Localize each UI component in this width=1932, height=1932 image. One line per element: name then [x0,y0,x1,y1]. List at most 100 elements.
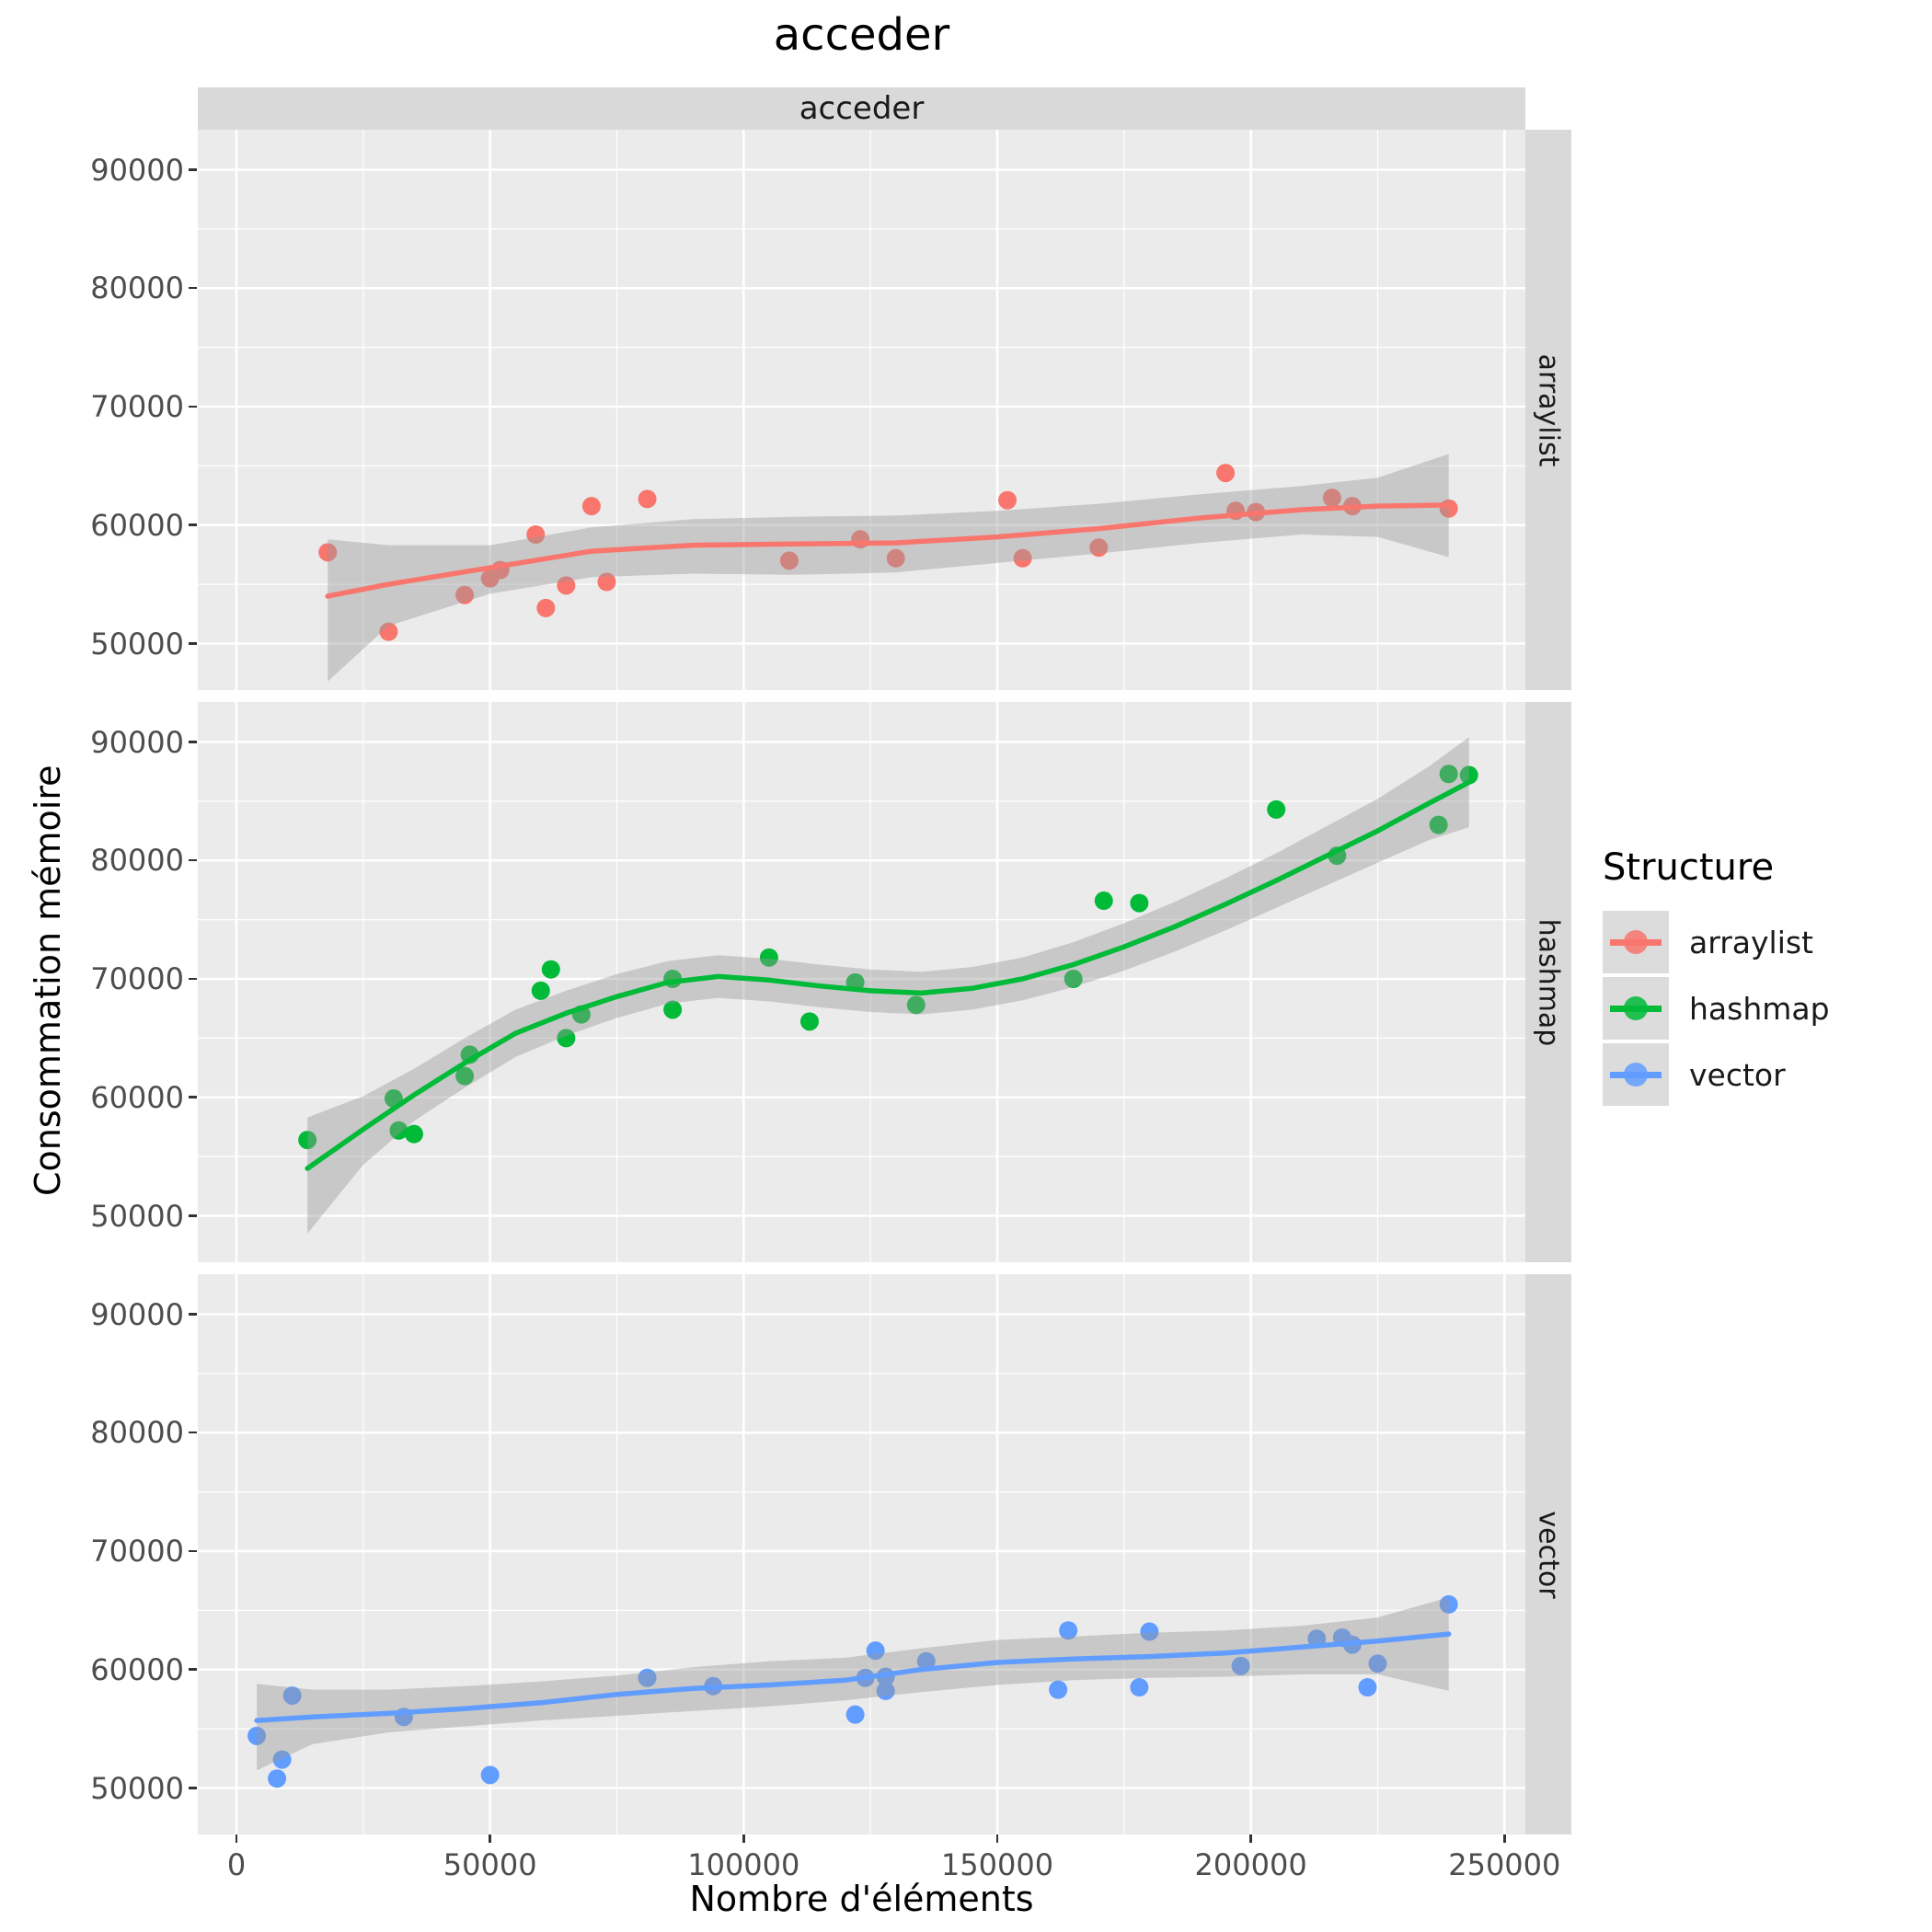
data-point-hashmap [298,1131,317,1150]
data-point-arraylist [557,576,576,595]
smooth-line-arraylist [325,502,1452,599]
data-point-hashmap [557,1029,576,1048]
y-tick-mark [189,858,197,862]
data-point-hashmap [663,1000,683,1019]
legend-line-vector-icon [1610,1071,1662,1078]
panel-vector [198,1274,1525,1834]
data-point-vector [845,1705,865,1724]
panel-hashmap [198,702,1525,1262]
data-point-hashmap [759,948,778,967]
y-tick-label: 50000 [90,1198,184,1234]
data-point-arraylist [536,598,556,617]
data-point-vector [1439,1594,1458,1614]
x-tick-label: 150000 [940,1847,1054,1882]
data-point-arraylist [1089,538,1109,558]
y-tick-mark [189,286,197,290]
y-tick-label: 60000 [90,507,184,543]
data-point-arraylist [779,551,799,570]
y-tick-mark [189,523,197,526]
data-point-vector [638,1668,657,1687]
panel-plot-arraylist [198,130,1525,690]
y-tick-label: 60000 [90,1079,184,1115]
data-point-arraylist [1013,548,1032,568]
data-point-vector [1130,1678,1149,1697]
x-tick-label: 250000 [1448,1847,1561,1882]
facet-strip-hashmap: hashmap [1525,702,1571,1262]
data-point-arraylist [526,525,546,545]
data-point-arraylist [318,543,338,562]
smooth-line-vector [254,1631,1452,1723]
y-tick-label: 90000 [90,152,184,188]
data-point-vector [272,1750,292,1769]
legend-title: Structure [1603,846,1775,889]
y-tick-label: 80000 [90,1415,184,1451]
data-point-vector [1358,1678,1377,1697]
facet-strip-vector-label: vector [1532,1510,1565,1599]
y-tick-label: 50000 [90,626,184,661]
legend-entry-arraylist: arraylist [1601,911,1914,973]
data-point-vector [268,1769,287,1788]
data-point-hashmap [541,960,560,979]
y-tick-label: 80000 [90,843,184,879]
confidence-band-hashmap [307,737,1469,1234]
x-tick-mark [1249,1834,1252,1843]
plot-title: acceder [773,9,950,61]
data-point-hashmap [1130,893,1149,913]
data-point-arraylist [581,497,601,516]
x-tick-label: 50000 [443,1847,537,1882]
legend-key-hashmap-icon [1603,977,1669,1040]
legend-line-arraylist-icon [1610,938,1662,946]
x-tick-label: 200000 [1194,1847,1307,1882]
y-tick-label: 80000 [90,270,184,306]
legend-key-vector-icon [1603,1043,1669,1106]
data-point-arraylist [597,572,616,592]
x-tick-mark [995,1834,999,1843]
x-axis-title: Nombre d'éléments [689,1879,1034,1919]
data-point-arraylist [998,490,1018,510]
data-point-hashmap [1429,815,1448,834]
data-point-arraylist [379,622,398,641]
data-point-arraylist [638,489,657,509]
data-point-vector [1140,1622,1159,1641]
data-point-vector [916,1651,936,1671]
legend-key-arraylist-icon [1603,911,1669,973]
legend-label-arraylist: arraylist [1689,924,1813,960]
y-tick-mark [189,1214,197,1217]
data-point-hashmap [404,1124,423,1144]
y-tick-label: 70000 [90,389,184,424]
y-tick-label: 60000 [90,1651,184,1687]
panel-plot-hashmap [198,702,1525,1262]
facet-strip-top-label: acceder [799,90,925,127]
y-tick-mark [189,1549,197,1553]
data-point-hashmap [1064,969,1083,988]
confidence-band-vector [257,1597,1449,1771]
data-point-hashmap [531,981,550,1000]
legend: Structure arraylist hashmap vector [1601,846,1914,1110]
x-tick-mark [489,1834,491,1843]
facet-strip-arraylist: arraylist [1525,130,1571,690]
legend-label-vector: vector [1689,1056,1786,1093]
facet-strip-vector: vector [1525,1274,1571,1834]
data-point-hashmap [389,1121,408,1140]
data-point-hashmap [1094,891,1113,911]
y-tick-mark [189,1668,197,1671]
panel-plot-vector [198,1274,1525,1834]
facet-strip-hashmap-label: hashmap [1532,918,1565,1046]
y-tick-label: 70000 [90,961,184,996]
data-point-vector [1049,1680,1068,1699]
data-point-arraylist [1216,464,1236,483]
data-point-vector [247,1726,267,1745]
smooth-line-hashmap [305,779,1472,1171]
y-tick-label: 70000 [90,1534,184,1569]
data-point-vector [866,1641,885,1661]
facet-strip-top: acceder [198,87,1525,130]
y-tick-mark [189,1313,197,1316]
legend-label-hashmap: hashmap [1689,990,1830,1027]
x-tick-label: 0 [226,1847,247,1882]
data-point-arraylist [1322,489,1341,508]
y-tick-mark [189,977,197,981]
y-tick-mark [189,405,197,408]
legend-entry-hashmap: hashmap [1601,977,1914,1040]
data-point-vector [876,1681,895,1700]
